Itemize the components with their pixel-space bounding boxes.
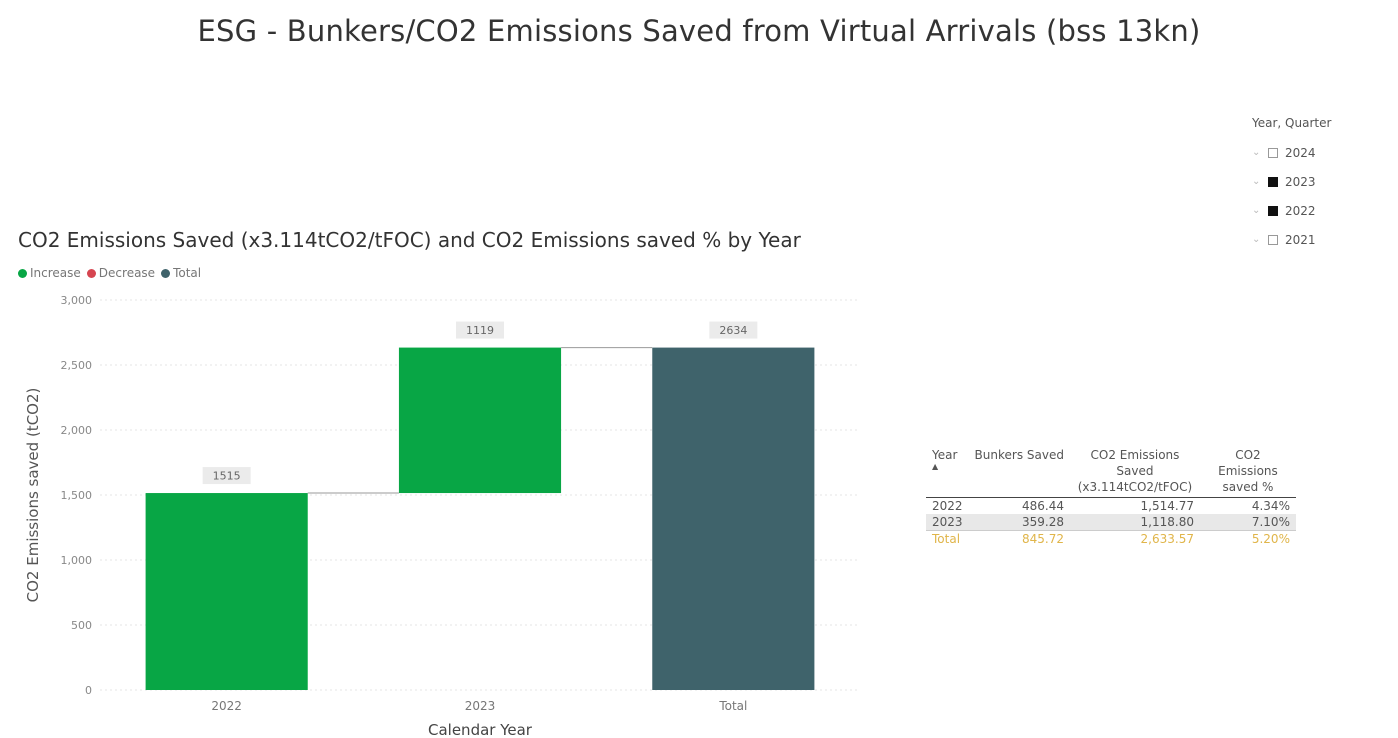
x-axis-title: Calendar Year <box>428 721 533 738</box>
y-tick-label: 1,500 <box>61 489 93 502</box>
table-cell: 486.44 <box>968 497 1070 514</box>
chevron-down-icon[interactable]: ⌄ <box>1252 234 1261 245</box>
sort-ascending-icon[interactable]: ▲ <box>932 462 939 471</box>
data-label: 2634 <box>719 324 747 337</box>
bar-2022 <box>145 493 308 690</box>
y-tick-label: 1,000 <box>61 554 93 567</box>
y-tick-label: 500 <box>71 619 92 632</box>
y-tick-label: 2,000 <box>61 424 93 437</box>
legend-item-total[interactable]: Total <box>161 266 201 280</box>
chevron-down-icon[interactable]: ⌄ <box>1252 205 1261 216</box>
legend-dot-increase-icon <box>18 268 27 278</box>
legend-label-total: Total <box>173 266 202 280</box>
column-header-co2-saved-pct[interactable]: CO2 Emissions saved % <box>1218 448 1278 494</box>
table-row[interactable]: 2023 359.28 1,118.80 7.10% <box>926 514 1296 531</box>
legend-dot-decrease-icon <box>86 268 96 278</box>
bar-2023 <box>398 347 562 494</box>
table-cell: 2023 <box>926 514 969 531</box>
y-tick-label: 2,500 <box>61 359 93 372</box>
table-total-cell: 5.20% <box>1199 530 1296 547</box>
column-header-bunkers-saved[interactable]: Bunkers Saved <box>974 448 1064 462</box>
table-cell: 1,514.77 <box>1069 497 1200 514</box>
table-total-cell: 845.72 <box>968 530 1070 547</box>
table-total-row: Total 845.72 2,633.57 5.20% <box>926 530 1296 547</box>
data-label-bg <box>709 321 758 339</box>
slicer-item-2021[interactable]: ⌄ 2021 <box>1252 225 1331 254</box>
table-cell: 1,118.80 <box>1069 514 1200 531</box>
table-cell: 2022 <box>926 497 969 514</box>
legend-dot-total-icon <box>161 268 171 278</box>
table-cell: 7.10% <box>1199 514 1296 531</box>
legend-item-decrease[interactable]: Decrease <box>86 266 156 280</box>
legend-label-decrease: Decrease <box>98 266 156 280</box>
data-label-bg <box>456 321 504 339</box>
data-label-bg <box>202 467 251 485</box>
table-cell: 4.34% <box>1199 497 1296 514</box>
slicer-label-2021: 2021 <box>1285 232 1316 247</box>
y-axis-title: CO2 Emissions saved (tCO2) <box>24 388 42 603</box>
data-label: 1515 <box>213 470 241 483</box>
table-row[interactable]: 2022 486.44 1,514.77 4.34% <box>926 497 1296 514</box>
table-total-cell: 2,633.57 <box>1069 530 1200 547</box>
y-tick-label: 3,000 <box>61 294 93 307</box>
checkbox-2024[interactable] <box>1268 147 1278 158</box>
legend-item-increase[interactable]: Increase <box>18 266 81 280</box>
year-quarter-slicer: Year, Quarter ⌄ 2024 ⌄ 2023 ⌄ 2022 ⌄ 202… <box>1252 116 1331 254</box>
table-cell: 359.28 <box>968 514 1070 531</box>
legend-label-increase: Increase <box>30 266 81 280</box>
x-tick-label: Total <box>718 699 747 713</box>
table-total-cell: Total <box>926 530 969 547</box>
slicer-item-2024[interactable]: ⌄ 2024 <box>1252 138 1331 167</box>
slicer-title: Year, Quarter <box>1252 116 1332 130</box>
page-title: ESG - Bunkers/CO2 Emissions Saved from V… <box>197 14 1201 48</box>
checkbox-2022[interactable] <box>1268 205 1278 216</box>
slicer-label-2022: 2022 <box>1285 203 1316 218</box>
bar-total <box>652 347 815 690</box>
chart-title: CO2 Emissions Saved (x3.114tCO2/tFOC) an… <box>18 228 801 252</box>
summary-table: Year ▲ Bunkers Saved CO2 Emissions Saved… <box>926 445 1296 547</box>
y-tick-label: 0 <box>85 684 92 697</box>
waterfall-chart: 0 500 1,000 1,500 2,000 2,500 3,000 CO2 Emissio… <box>24 294 860 738</box>
chart-legend: Increase Decrease Total <box>18 266 201 280</box>
chevron-down-icon[interactable]: ⌄ <box>1252 147 1261 158</box>
column-header-co2-saved[interactable]: CO2 Emissions Saved (x3.114tCO2/tFOC) <box>1077 448 1193 494</box>
checkbox-2023[interactable] <box>1268 176 1278 187</box>
x-tick-label: 2022 <box>211 699 242 713</box>
data-label: 1119 <box>466 324 494 337</box>
slicer-label-2023: 2023 <box>1285 174 1316 189</box>
x-tick-label: 2023 <box>465 699 496 713</box>
slicer-label-2024: 2024 <box>1285 145 1316 160</box>
chevron-down-icon[interactable]: ⌄ <box>1252 176 1261 187</box>
column-header-year[interactable]: Year ▲ <box>926 445 969 498</box>
slicer-item-2023[interactable]: ⌄ 2023 <box>1252 167 1331 196</box>
slicer-item-2022[interactable]: ⌄ 2022 <box>1252 196 1331 225</box>
checkbox-2021[interactable] <box>1268 234 1278 245</box>
